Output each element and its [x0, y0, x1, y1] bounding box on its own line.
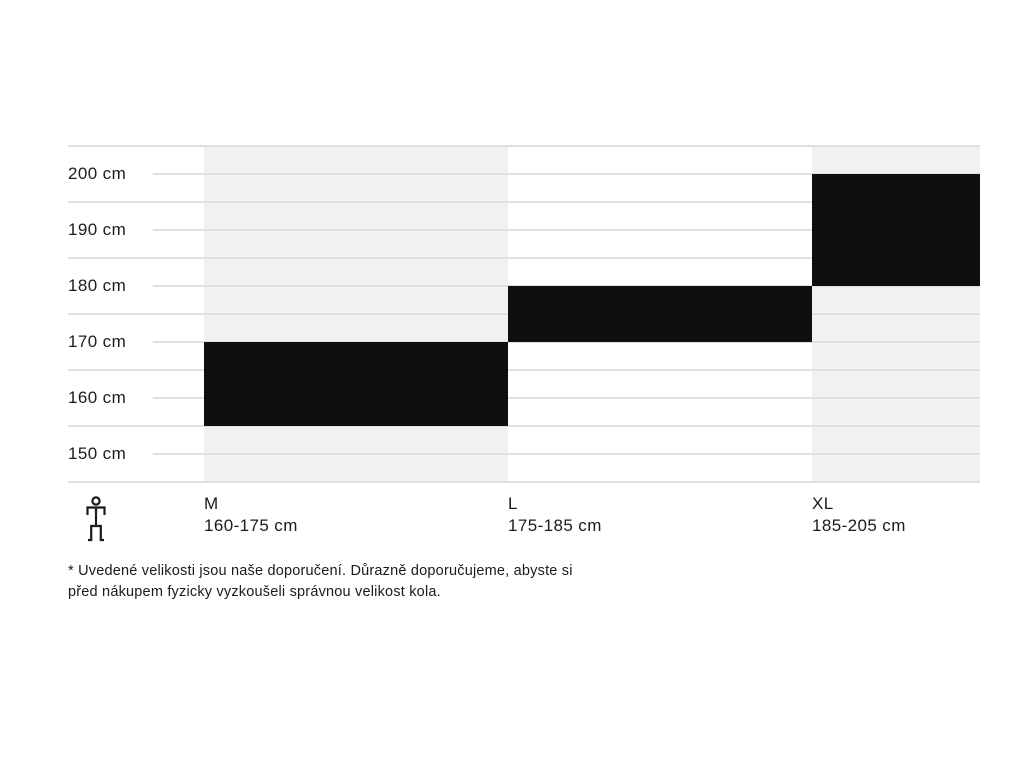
gridline-185cm	[68, 257, 980, 259]
size-bar-M	[204, 342, 508, 426]
y-axis-label-200: 200 cm	[68, 164, 127, 183]
size-name-XL: XL	[812, 494, 834, 513]
gridline-200cm	[153, 173, 980, 175]
size-name-M: M	[204, 494, 219, 513]
size-height-range-L: 175-185 cm	[508, 516, 602, 535]
y-axis-label-180: 180 cm	[68, 276, 127, 295]
size-bar-L	[508, 286, 812, 342]
gridline-165cm	[68, 369, 980, 371]
person-icon-graphic	[86, 496, 106, 542]
gridline-150cm	[153, 453, 980, 455]
gridline-205cm	[68, 145, 980, 147]
y-axis-label-170: 170 cm	[68, 332, 127, 351]
gridline-160cm	[153, 397, 980, 399]
size-name-L: L	[508, 494, 518, 513]
column-label-L: L 175-185 cm	[508, 493, 602, 537]
footnote-line-1: * Uvedené velikosti jsou naše doporučení…	[68, 563, 573, 579]
gridline-190cm	[153, 229, 980, 231]
column-label-XL: XL 185-205 cm	[812, 493, 906, 537]
footnote-line-2: před nákupem fyzicky vyzkoušeli správnou…	[68, 584, 441, 600]
y-axis-label-160: 160 cm	[68, 388, 127, 407]
column-label-M: M 160-175 cm	[204, 493, 298, 537]
gridline-155cm	[68, 425, 980, 427]
size-height-range-XL: 185-205 cm	[812, 516, 906, 535]
y-axis-label-190: 190 cm	[68, 220, 127, 239]
y-axis-label-150: 150 cm	[68, 444, 127, 463]
size-height-range-M: 160-175 cm	[204, 516, 298, 535]
size-bar-XL	[812, 174, 980, 286]
gridline-170cm	[153, 341, 980, 343]
gridline-195cm	[68, 201, 980, 203]
gridline-145cm	[68, 481, 980, 483]
size-guide-footnote: * Uvedené velikosti jsou naše doporučení…	[68, 561, 573, 603]
person-height-icon	[84, 496, 108, 547]
